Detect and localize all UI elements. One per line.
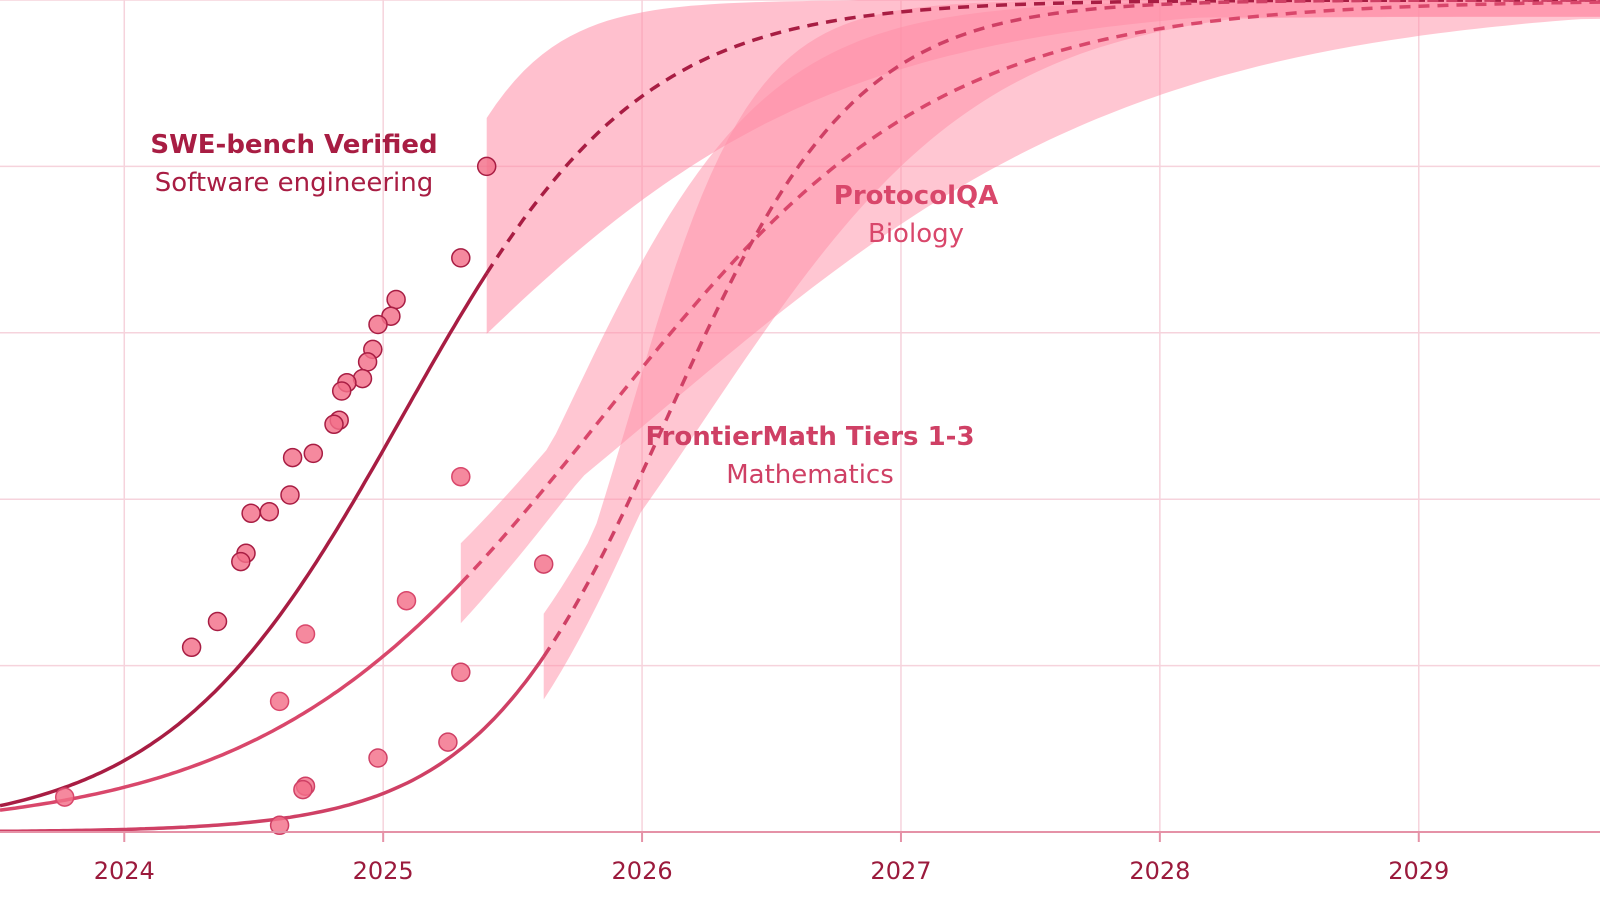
annotation-frontier-title: FrontierMath Tiers 1-3 — [645, 422, 974, 452]
point-swe-13 — [282, 447, 303, 468]
point-protocol-1 — [396, 590, 417, 611]
point-swe-2 — [386, 289, 406, 310]
point-frontier-0 — [533, 554, 554, 574]
point-protocol-4 — [54, 787, 75, 807]
x-tick-label-2025: 2025 — [353, 857, 414, 885]
point-swe-1 — [451, 248, 471, 268]
point-swe-11 — [324, 414, 344, 435]
projection-line-protocol — [459, 0, 1600, 585]
data-points — [54, 156, 554, 836]
annotation-swe-subtitle: Software engineering — [155, 168, 433, 198]
point-swe-6 — [357, 352, 378, 372]
x-tick-label-2026: 2026 — [612, 857, 673, 885]
x-axis: 2024 2025 2026 2027 2028 2029 — [0, 831, 1600, 885]
x-tick-label-2024: 2024 — [94, 857, 155, 885]
point-swe-9 — [331, 381, 352, 401]
point-swe-15 — [259, 501, 280, 522]
x-tick-label-2029: 2029 — [1388, 857, 1449, 885]
point-swe-16 — [241, 503, 261, 524]
point-swe-19 — [207, 611, 228, 632]
annotation-frontier-subtitle: Mathematics — [726, 460, 894, 490]
fit-line-swe — [0, 272, 489, 808]
point-swe-12 — [303, 443, 324, 464]
point-frontier-2 — [438, 732, 458, 752]
point-swe-0 — [476, 156, 497, 177]
band-frontier — [543, 0, 1600, 700]
point-frontier-1 — [451, 662, 471, 683]
fit-line-protocol — [0, 582, 463, 812]
point-frontier-5 — [293, 779, 313, 800]
point-swe-20 — [181, 637, 202, 658]
annotations: SWE-bench Verified Software engineering … — [150, 130, 998, 490]
point-protocol-3 — [269, 691, 290, 712]
fit-line-frontier — [0, 655, 546, 834]
annotation-protocol-title: ProtocolQA — [834, 181, 998, 211]
confidence-bands — [460, 0, 1600, 700]
projection-line-frontier — [542, 0, 1600, 658]
x-tick-label-2028: 2028 — [1129, 857, 1190, 885]
x-tick-label-2027: 2027 — [870, 857, 931, 885]
point-protocol-0 — [451, 466, 471, 487]
point-swe-18 — [231, 551, 251, 572]
point-swe-14 — [280, 485, 300, 505]
fit-lines — [0, 0, 1600, 834]
point-frontier-3 — [368, 748, 388, 768]
point-frontier-6 — [269, 815, 290, 836]
point-swe-4 — [368, 314, 388, 335]
annotation-protocol-subtitle: Biology — [868, 219, 964, 249]
point-protocol-2 — [295, 624, 316, 644]
annotation-swe-title: SWE-bench Verified — [150, 130, 437, 160]
